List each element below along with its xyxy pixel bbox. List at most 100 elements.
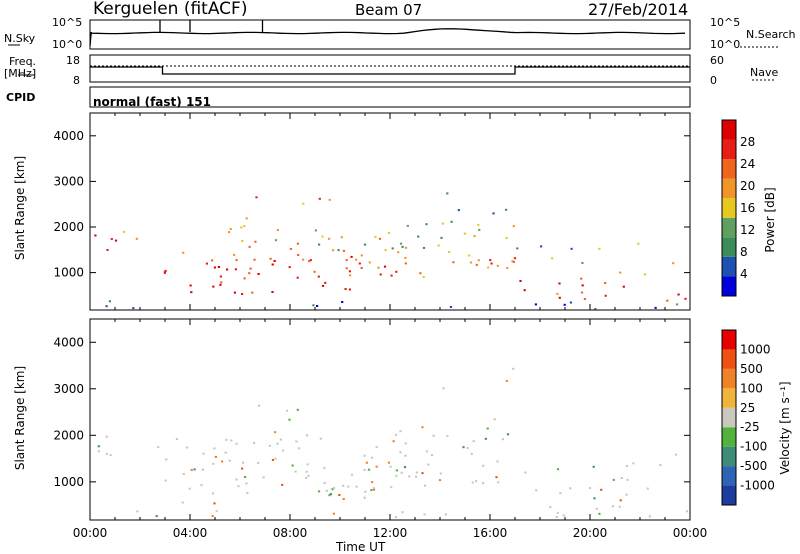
freq-tick-bottom: 8	[73, 74, 80, 87]
power-cell	[328, 237, 331, 240]
velocity-colorbar-swatch	[722, 485, 736, 505]
velocity-cell	[228, 459, 231, 462]
power-cell	[348, 288, 351, 291]
power-cell	[473, 235, 476, 238]
power-cell	[363, 243, 367, 246]
velocity-cell	[355, 485, 358, 488]
power-cell	[344, 288, 347, 290]
power-cell	[404, 246, 408, 249]
power-cell	[94, 234, 97, 237]
power-cell	[163, 271, 166, 274]
power-cell	[189, 284, 192, 287]
velocity-cell	[387, 461, 390, 464]
velocity-cell	[646, 487, 649, 490]
velocity-cell	[559, 492, 562, 495]
power-cell	[512, 225, 515, 228]
velocity-cell	[625, 493, 628, 496]
velocity-cell	[230, 439, 233, 442]
velocity-cell	[592, 465, 595, 468]
power-cell	[296, 242, 299, 245]
velocity-cell	[212, 462, 215, 465]
power-colorbar-tick-label: 16	[740, 201, 755, 215]
power-cell	[519, 280, 522, 282]
velocity-cell	[415, 475, 418, 478]
nsky-tick-top: 10^5	[52, 16, 83, 29]
power-colorbar-tick-label: 4	[740, 267, 748, 281]
power-cell	[490, 262, 493, 265]
power-colorbar-tick-label: 28	[740, 135, 755, 149]
power-cell	[468, 254, 471, 257]
power-colorbar-swatch	[722, 217, 736, 238]
power-cell	[217, 266, 220, 268]
velocity-cell	[323, 482, 326, 484]
velocity-cell	[549, 506, 552, 509]
velocity-cell	[399, 430, 402, 433]
power-cell	[581, 262, 584, 264]
velocity-cell	[399, 451, 402, 454]
velocity-cell	[569, 487, 572, 490]
power-cell	[257, 273, 260, 275]
velocity-cell	[486, 427, 489, 430]
velocity-cell	[421, 472, 424, 475]
power-cell	[581, 284, 584, 287]
power-colorbar-swatch	[722, 139, 736, 160]
power-cell	[558, 296, 561, 299]
power-cell	[395, 270, 398, 273]
velocity-cell	[659, 464, 662, 467]
velocity-cell	[175, 438, 178, 441]
power-cell	[360, 267, 363, 269]
power-cell	[684, 297, 687, 300]
velocity-cell	[466, 447, 469, 449]
power-cell	[383, 265, 387, 268]
freq-frame	[89, 54, 691, 83]
power-cell	[110, 238, 113, 241]
power-cell	[228, 231, 231, 234]
velocity-cell	[470, 452, 473, 455]
power-cell	[211, 259, 214, 262]
velocity-cell	[372, 488, 376, 491]
velocity-cell	[305, 470, 308, 473]
velocity-cell	[625, 465, 628, 467]
velocity-cell	[389, 465, 392, 468]
velocity-colorbar-swatch	[722, 388, 736, 408]
velocity-cell	[438, 479, 442, 482]
velocity-cell	[404, 442, 407, 445]
power-cell	[341, 301, 344, 303]
velocity-cell	[427, 463, 430, 466]
power-cell	[324, 281, 327, 284]
velocity-cell	[329, 493, 332, 496]
velocity-cell	[165, 458, 168, 461]
power-cell	[276, 229, 279, 231]
velocity-ytick-label: 3000	[53, 382, 84, 396]
velocity-cell	[224, 451, 227, 454]
velocity-cell	[371, 456, 374, 459]
power-cell	[313, 270, 316, 273]
velocity-cell	[685, 510, 689, 513]
velocity-colorbar-swatch	[722, 446, 736, 467]
power-cell	[450, 220, 453, 223]
x-tick-label: 00:00	[73, 526, 108, 540]
power-cell	[164, 269, 167, 272]
velocity-cell	[188, 487, 191, 490]
power-cell	[487, 266, 490, 269]
velocity-cell	[200, 484, 203, 487]
velocity-cell	[211, 492, 215, 495]
power-colorbar-frame	[721, 119, 737, 297]
velocity-cell	[297, 447, 301, 450]
velocity-cell	[442, 387, 445, 390]
power-colorbar-swatch	[722, 159, 736, 179]
velocity-cell	[332, 486, 336, 489]
power-cell	[332, 249, 335, 252]
velocity-cell	[611, 505, 614, 508]
velocity-cell	[363, 469, 366, 471]
power-cell	[205, 262, 208, 265]
power-cell	[233, 291, 236, 294]
power-cell	[563, 303, 566, 306]
velocity-colorbar-tick-label: 25	[740, 401, 755, 415]
power-cell	[229, 228, 232, 230]
power-cell	[489, 259, 492, 262]
velocity-cell	[237, 485, 240, 488]
velocity-cell	[305, 476, 308, 479]
velocity-colorbar-tick-label: 1000	[740, 342, 771, 356]
